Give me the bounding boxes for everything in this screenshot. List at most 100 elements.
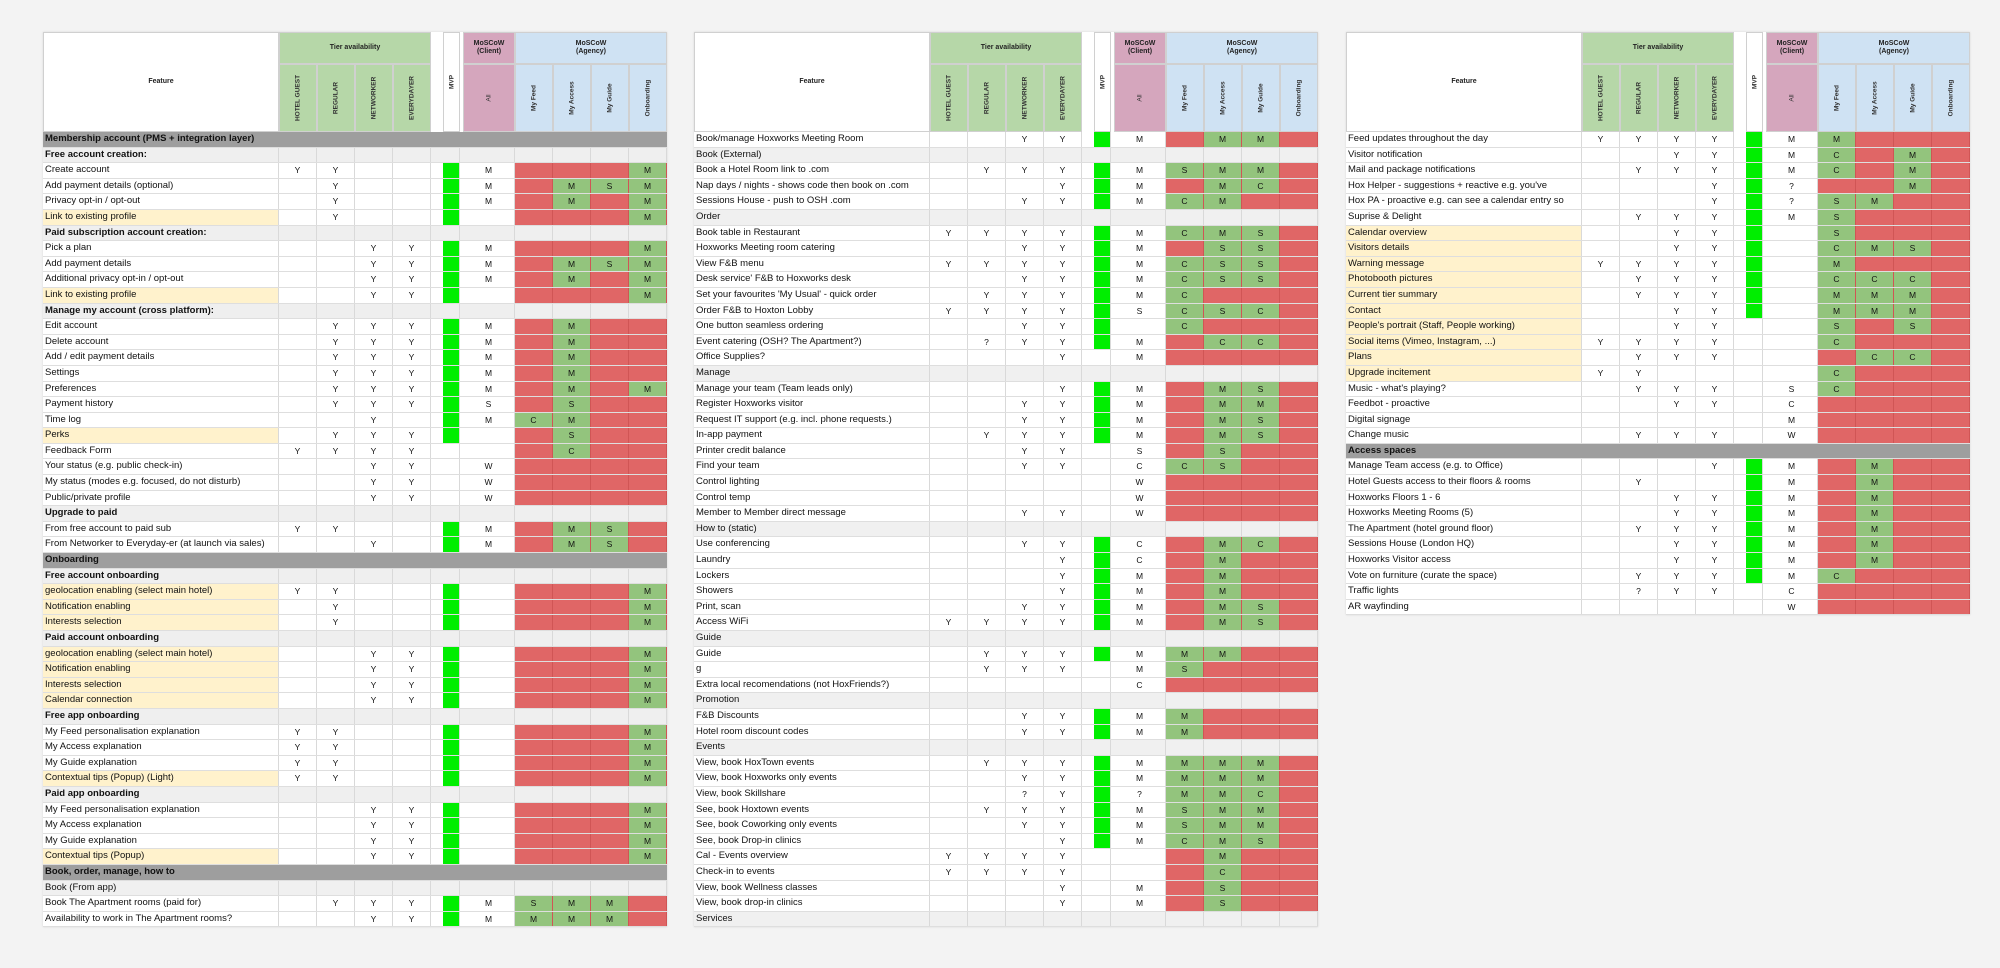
- tier-cell[interactable]: Y: [1044, 896, 1082, 911]
- tier-cell[interactable]: [930, 584, 968, 599]
- agency-cell[interactable]: [1932, 194, 1970, 209]
- agency-cell[interactable]: S: [515, 896, 553, 911]
- tier-cell[interactable]: [279, 459, 317, 475]
- agency-cell[interactable]: [1280, 163, 1318, 178]
- tier-cell[interactable]: Y: [355, 319, 393, 334]
- tier-cell[interactable]: [1006, 833, 1044, 849]
- tier-cell[interactable]: [279, 677, 317, 693]
- tier-cell[interactable]: Y: [1044, 584, 1082, 599]
- tier-cell[interactable]: Y: [1696, 334, 1734, 350]
- moscow-client-cell[interactable]: [463, 646, 515, 662]
- tier-cell[interactable]: Y: [317, 428, 355, 443]
- tier-cell[interactable]: [355, 521, 393, 537]
- table-row[interactable]: My Feed personalisation explanation Y Y M: [43, 802, 667, 819]
- agency-cell[interactable]: M: [1242, 755, 1280, 771]
- agency-cell[interactable]: [591, 802, 629, 818]
- agency-cell[interactable]: [1818, 350, 1856, 365]
- moscow-client-cell[interactable]: M: [1766, 163, 1818, 178]
- tier-cell[interactable]: [1582, 209, 1620, 225]
- tier-cell[interactable]: [279, 287, 317, 303]
- agency-cell[interactable]: [515, 740, 553, 755]
- tier-cell[interactable]: Y: [317, 896, 355, 911]
- moscow-client-cell[interactable]: M: [463, 365, 515, 381]
- moscow-client-cell[interactable]: M: [1766, 537, 1818, 553]
- table-row[interactable]: AR wayfinding W: [1346, 599, 1970, 616]
- agency-cell[interactable]: M: [1894, 178, 1932, 194]
- agency-cell[interactable]: [1280, 178, 1318, 194]
- agency-cell[interactable]: C: [1818, 381, 1856, 397]
- mvp-cell[interactable]: [443, 896, 460, 911]
- agency-cell[interactable]: C: [1856, 350, 1894, 365]
- agency-cell[interactable]: M: [629, 209, 667, 225]
- tier-cell[interactable]: [1658, 459, 1696, 475]
- moscow-client-cell[interactable]: [1114, 849, 1166, 864]
- feature-cell[interactable]: Nap days / nights - shows code then book…: [694, 178, 930, 194]
- tier-cell[interactable]: Y: [968, 163, 1006, 178]
- tier-cell[interactable]: [393, 178, 431, 194]
- agency-cell[interactable]: S: [1242, 225, 1280, 241]
- agency-cell[interactable]: [515, 241, 553, 256]
- moscow-client-cell[interactable]: [1766, 350, 1818, 365]
- tier-cell[interactable]: [1582, 178, 1620, 194]
- agency-cell[interactable]: [591, 334, 629, 350]
- agency-cell[interactable]: M: [629, 256, 667, 272]
- moscow-client-cell[interactable]: M: [463, 537, 515, 553]
- agency-cell[interactable]: [1856, 209, 1894, 225]
- tier-cell[interactable]: [968, 459, 1006, 475]
- feature-cell[interactable]: In-app payment: [694, 428, 930, 443]
- moscow-client-cell[interactable]: M: [463, 163, 515, 178]
- tier-cell[interactable]: Y: [1044, 428, 1082, 443]
- agency-cell[interactable]: M: [1204, 755, 1242, 771]
- tier-cell[interactable]: [317, 693, 355, 708]
- tier-cell[interactable]: Y: [355, 818, 393, 833]
- agency-cell[interactable]: [591, 350, 629, 365]
- mvp-cell[interactable]: [1094, 225, 1111, 241]
- agency-cell[interactable]: S: [591, 178, 629, 194]
- agency-cell[interactable]: [1280, 194, 1318, 209]
- tier-cell[interactable]: Y: [1044, 553, 1082, 568]
- table-row[interactable]: Upgrade incitement Y Y C: [1346, 365, 1970, 382]
- feature-cell[interactable]: Services: [694, 911, 930, 927]
- agency-cell[interactable]: [1894, 475, 1932, 490]
- agency-cell[interactable]: C: [1818, 568, 1856, 584]
- tier-cell[interactable]: [968, 880, 1006, 896]
- feature-cell[interactable]: Your status (e.g. public check-in): [43, 459, 279, 475]
- agency-cell[interactable]: [1280, 771, 1318, 786]
- moscow-client-cell[interactable]: M: [1766, 475, 1818, 490]
- feature-cell[interactable]: Printer credit balance: [694, 443, 930, 459]
- tier-cell[interactable]: Y: [1696, 303, 1734, 319]
- tier-cell[interactable]: Y: [317, 397, 355, 412]
- moscow-client-cell[interactable]: C: [1766, 584, 1818, 599]
- tier-cell[interactable]: [1582, 475, 1620, 490]
- moscow-client-cell[interactable]: [463, 584, 515, 599]
- agency-cell[interactable]: [629, 428, 667, 443]
- tier-cell[interactable]: Y: [1582, 365, 1620, 381]
- tier-cell[interactable]: Y: [1696, 568, 1734, 584]
- agency-cell[interactable]: [1204, 319, 1242, 334]
- table-row[interactable]: geolocation enabling (select main hotel)…: [43, 584, 667, 600]
- mvp-cell[interactable]: [443, 319, 460, 334]
- tier-cell[interactable]: [393, 724, 431, 740]
- tier-cell[interactable]: [279, 381, 317, 397]
- moscow-client-cell[interactable]: W: [1766, 599, 1818, 615]
- table-row[interactable]: See, book Coworking only events Y Y M S M M: [694, 818, 1318, 834]
- agency-cell[interactable]: S: [1204, 241, 1242, 256]
- feature-cell[interactable]: Feed updates throughout the day: [1346, 132, 1582, 147]
- mvp-cell[interactable]: [1094, 287, 1111, 303]
- mvp-cell[interactable]: [1094, 615, 1111, 630]
- mvp-cell[interactable]: [443, 194, 460, 209]
- agency-cell[interactable]: M: [553, 521, 591, 537]
- agency-cell[interactable]: M: [629, 818, 667, 833]
- tier-cell[interactable]: [279, 693, 317, 708]
- agency-cell[interactable]: M: [1856, 553, 1894, 568]
- tier-cell[interactable]: Y: [1044, 163, 1082, 178]
- mvp-cell[interactable]: [1746, 490, 1763, 506]
- moscow-client-cell[interactable]: M: [463, 911, 515, 927]
- tier-cell[interactable]: [930, 662, 968, 677]
- tier-cell[interactable]: [279, 833, 317, 849]
- mvp-cell[interactable]: [1094, 553, 1111, 568]
- agency-cell[interactable]: [1894, 397, 1932, 412]
- agency-cell[interactable]: M: [1818, 303, 1856, 319]
- tier-cell[interactable]: [1620, 147, 1658, 163]
- agency-cell[interactable]: [515, 443, 553, 459]
